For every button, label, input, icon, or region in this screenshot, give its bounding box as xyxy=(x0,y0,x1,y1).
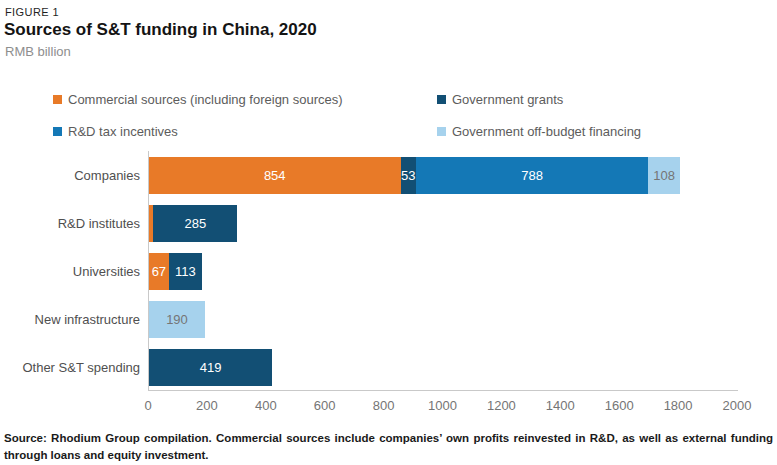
bar-track: 285 xyxy=(149,205,237,242)
legend-label: R&D tax incentives xyxy=(68,124,178,139)
x-axis-tick-label: 1400 xyxy=(546,398,575,413)
bar-value-label: 108 xyxy=(653,168,675,183)
bar-value-label: 788 xyxy=(521,168,543,183)
bar-segment: 108 xyxy=(648,157,680,194)
x-axis-tick-label: 400 xyxy=(255,398,277,413)
x-axis-tick-label: 200 xyxy=(196,398,218,413)
legend-swatch-icon xyxy=(53,127,62,136)
bar-track: 190 xyxy=(149,301,205,338)
category-label: R&D institutes xyxy=(0,205,140,242)
x-axis-tick-label: 800 xyxy=(373,398,395,413)
x-axis-tick-label: 600 xyxy=(314,398,336,413)
bar-value-label: 190 xyxy=(166,312,188,327)
legend-label: Government grants xyxy=(452,92,563,107)
legend-swatch-icon xyxy=(53,95,62,104)
bar-value-label: 53 xyxy=(401,168,415,183)
x-axis-tick-label: 1000 xyxy=(428,398,457,413)
bar-value-label: 419 xyxy=(200,360,222,375)
legend-item: R&D tax incentives xyxy=(53,124,437,139)
bar-row: Other S&T spending 419 xyxy=(0,349,777,386)
bar-track: 67 113 xyxy=(149,253,202,290)
x-axis-tick-label: 2000 xyxy=(723,398,752,413)
bar-value-label: 285 xyxy=(185,216,207,231)
bar-row: Universities 67 113 xyxy=(0,253,777,290)
bar-row: New infrastructure 190 xyxy=(0,301,777,338)
bar-row: R&D institutes 285 xyxy=(0,205,777,242)
bar-value-label: 67 xyxy=(152,264,166,279)
bar-track: 419 xyxy=(149,349,272,386)
bar-segment: 285 xyxy=(153,205,237,242)
bar-segment: 854 xyxy=(149,157,401,194)
bar-segment: 53 xyxy=(401,157,417,194)
chart-plot-area: Companies 854 53 788 108 R&D institutes 285 Uni… xyxy=(0,151,777,413)
legend-label: Government off-budget financing xyxy=(452,124,641,139)
bar-value-label: 854 xyxy=(264,168,286,183)
legend: Commercial sources (including foreign so… xyxy=(53,92,641,139)
legend-label: Commercial sources (including foreign so… xyxy=(68,92,343,107)
legend-swatch-icon xyxy=(437,127,446,136)
bar-value-label: 113 xyxy=(175,264,196,279)
bar-row: Companies 854 53 788 108 xyxy=(0,157,777,194)
figure-card: FIGURE 1 Sources of S&T funding in China… xyxy=(0,0,777,465)
category-label: Universities xyxy=(0,253,140,290)
category-label: New infrastructure xyxy=(0,301,140,338)
x-axis-tick-label: 1800 xyxy=(664,398,693,413)
x-axis-tick-label: 1200 xyxy=(487,398,516,413)
x-axis-line xyxy=(148,390,738,391)
legend-item: Government grants xyxy=(437,92,641,107)
legend-item: Commercial sources (including foreign so… xyxy=(53,92,437,107)
legend-swatch-icon xyxy=(437,95,446,104)
bar-segment: 190 xyxy=(149,301,205,338)
chart-title: Sources of S&T funding in China, 2020 xyxy=(4,20,317,40)
figure-label: FIGURE 1 xyxy=(5,6,59,18)
source-note: Source: Rhodium Group compilation. Comme… xyxy=(4,430,773,463)
bar-track: 854 53 788 108 xyxy=(149,157,680,194)
legend-item: Government off-budget financing xyxy=(437,124,641,139)
chart-subtitle: RMB billion xyxy=(5,44,71,59)
category-label: Other S&T spending xyxy=(0,349,140,386)
category-label: Companies xyxy=(0,157,140,194)
x-axis-tick-label: 0 xyxy=(144,398,151,413)
bar-segment: 113 xyxy=(169,253,202,290)
bar-segment: 788 xyxy=(416,157,648,194)
bar-segment: 419 xyxy=(149,349,272,386)
bar-segment: 67 xyxy=(149,253,169,290)
x-axis-tick-label: 1600 xyxy=(605,398,634,413)
